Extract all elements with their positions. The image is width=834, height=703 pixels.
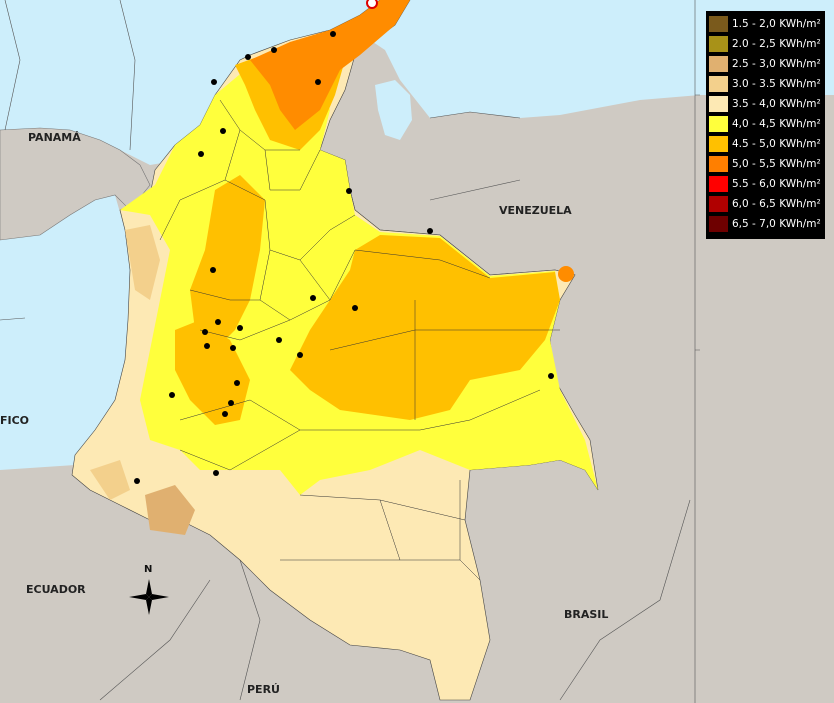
legend-item: 6,5 - 7,0 KWh/m² [709,214,822,234]
city-markers [134,31,554,484]
legend-item: 5.5 - 6,0 KWh/m² [709,174,822,194]
legend-item: 3.0 - 3.5 KWh/m² [709,74,822,94]
island-marker [366,0,378,9]
legend-item: 6,0 - 6,5 KWh/m² [709,194,822,214]
legend-label: 4,0 - 4,5 KWh/m² [732,118,821,130]
legend-label: 6,0 - 6,5 KWh/m² [732,198,821,210]
label-ecuador: ECUADOR [26,583,86,596]
legend-swatch [709,116,728,132]
legend-swatch [709,216,728,232]
lake-maracaibo [375,80,412,140]
legend-label: 3.0 - 3.5 KWh/m² [732,78,821,90]
zone-30-35-pacific [125,225,160,300]
legend-swatch [709,56,728,72]
zone-45-50-east [290,235,560,420]
zone-45-50-center [190,175,265,350]
map-legend: 1.5 - 2,0 KWh/m² 2.0 - 2,5 KWh/m² 2.5 - 3,… [706,11,825,239]
legend-swatch [709,136,728,152]
legend-swatch [709,16,728,32]
legend-swatch [709,196,728,212]
pacific-ocean [0,195,130,470]
legend-label: 5,0 - 5,5 KWh/m² [732,158,821,170]
compass-icon [129,579,169,615]
legend-swatch [709,36,728,52]
zone-50-55-guajira [250,0,410,130]
label-peru: PERÚ [247,683,280,696]
legend-item: 1.5 - 2,0 KWh/m² [709,14,822,34]
label-pacifico: FICO [0,414,29,427]
legend-label: 2.0 - 2,5 KWh/m² [732,38,821,50]
legend-item: 3.5 - 4,0 KWh/m² [709,94,822,114]
compass-north-label: N [144,564,152,575]
legend-item: 5,0 - 5,5 KWh/m² [709,154,822,174]
label-venezuela: VENEZUELA [499,204,572,217]
legend-item: 2.0 - 2,5 KWh/m² [709,34,822,54]
legend-item: 4,0 - 4,5 KWh/m² [709,114,822,134]
legend-item: 2.5 - 3,0 KWh/m² [709,54,822,74]
legend-label: 3.5 - 4,0 KWh/m² [732,98,821,110]
zone-30-35-nariño [90,460,130,500]
zone-50-55-spot [558,266,574,282]
legend-label: 2.5 - 3,0 KWh/m² [732,58,821,70]
legend-swatch [709,176,728,192]
legend-swatch [709,156,728,172]
legend-swatch [709,76,728,92]
legend-label: 4.5 - 5,0 KWh/m² [732,138,821,150]
zone-30-35-south [145,485,195,535]
legend-label: 6,5 - 7,0 KWh/m² [732,218,821,230]
legend-item: 4.5 - 5,0 KWh/m² [709,134,822,154]
legend-label: 5.5 - 6,0 KWh/m² [732,178,821,190]
department-boundaries [159,99,560,581]
label-panama: PANAMÁ [28,131,81,144]
legend-label: 1.5 - 2,0 KWh/m² [732,18,821,30]
label-brasil: BRASIL [564,608,608,621]
legend-swatch [709,96,728,112]
